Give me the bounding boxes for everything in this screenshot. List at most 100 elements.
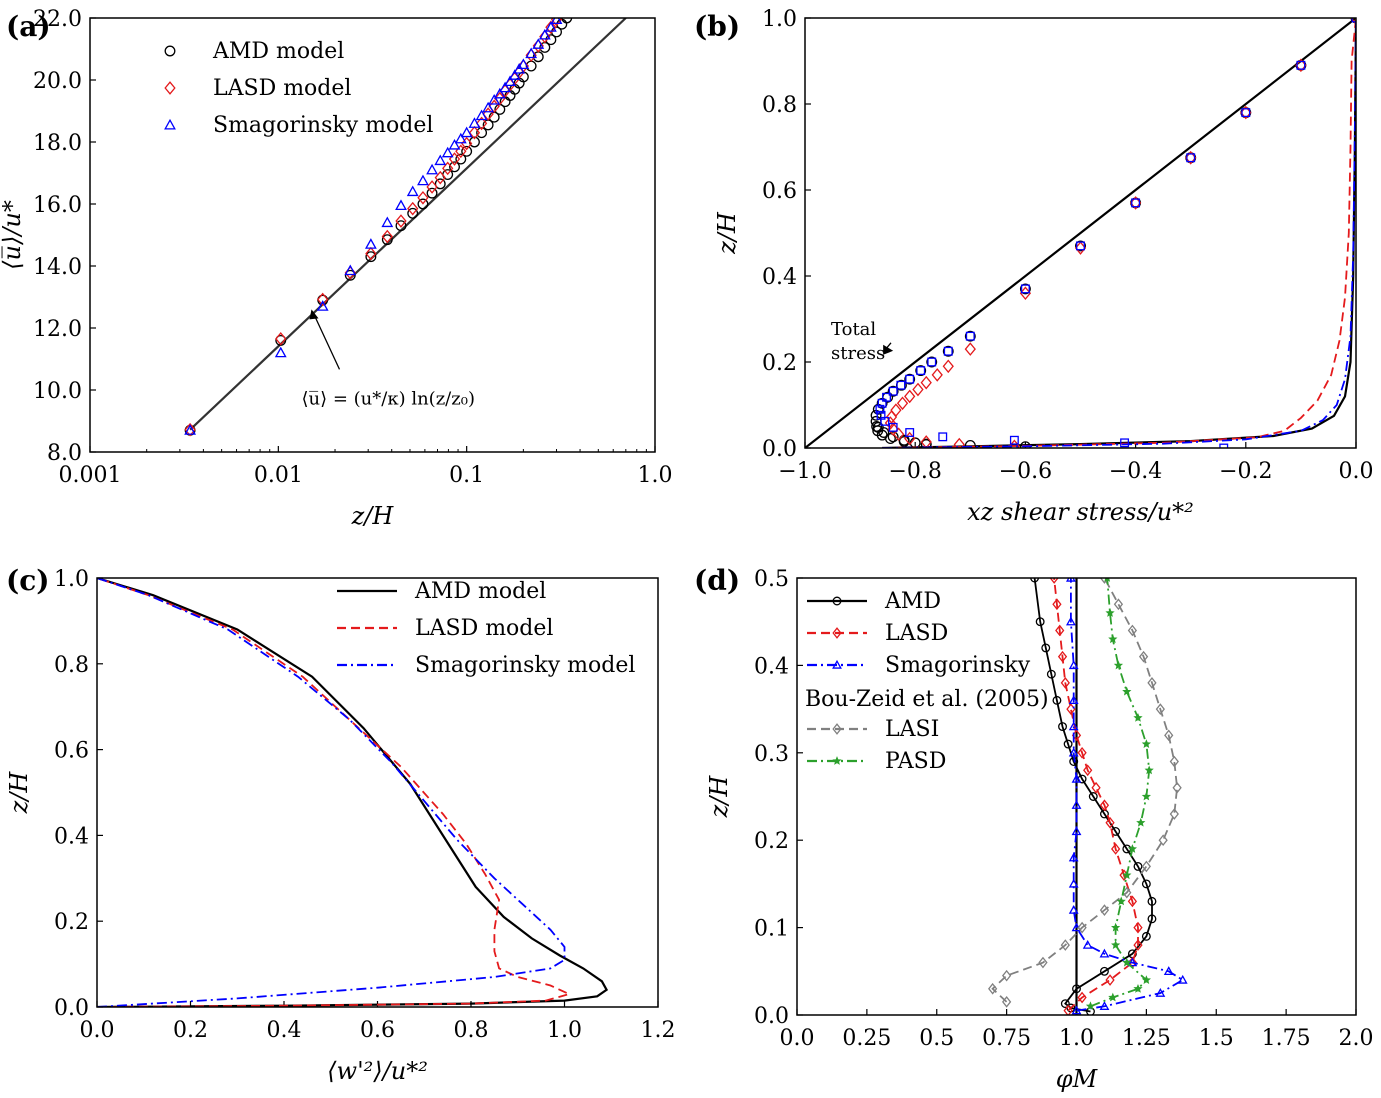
x-tick-label: 0.001: [59, 463, 122, 488]
x-tick-label: 0.4: [267, 1018, 302, 1043]
axes-frame: [96, 577, 659, 1008]
series-line: [1053, 578, 1139, 1012]
data-point: [1172, 781, 1182, 794]
data-point: [275, 332, 287, 346]
y-tick-label: 1.0: [762, 7, 797, 32]
data-point: [1071, 826, 1082, 836]
series-line: [97, 578, 609, 1007]
data-point: [449, 161, 460, 173]
data-point: [1111, 843, 1121, 855]
legend-marker: [164, 45, 176, 57]
y-tick-label: 0.6: [54, 739, 89, 764]
data-point: [896, 396, 909, 411]
data-point: [395, 220, 407, 232]
series-0: [184, 1, 581, 436]
panel-letter: (b): [694, 10, 740, 43]
data-point: [1083, 764, 1093, 777]
data-point: [1068, 878, 1079, 888]
y-tick-label: 0.2: [54, 910, 89, 935]
data-point: [1076, 241, 1085, 251]
annotation-text: ⟨u̅⟩ = (u*/κ) ln(z/z₀): [301, 388, 474, 409]
x-tick-label: 1.5: [1199, 1026, 1234, 1051]
y-tick-label: 14.0: [33, 255, 82, 280]
x-tick-label: −0.2: [1219, 459, 1272, 484]
data-point: [344, 269, 356, 281]
data-point: [1055, 624, 1065, 637]
data-point: [1099, 948, 1110, 958]
data-point: [1075, 240, 1086, 252]
y-tick-label: 12.0: [33, 317, 82, 342]
data-point: [1066, 578, 1076, 582]
x-tick-label: 2.0: [1339, 1026, 1374, 1051]
data-point: [888, 422, 898, 432]
data-point: [395, 214, 407, 228]
data-point: [454, 132, 467, 144]
y-tick-label: 0.5: [754, 567, 789, 592]
data-point: [426, 180, 438, 194]
data-point: [1001, 996, 1012, 1008]
data-point: [1049, 578, 1059, 584]
data-point: [1141, 975, 1151, 984]
annotation-arrowhead: [309, 309, 319, 320]
chart-panel-0: (a) 0.001 0.01 0.1 1.0 8.0 10.0 12.0 14.0 16.0 18.…: [0, 1, 673, 530]
data-point: [1163, 966, 1174, 975]
data-point: [1088, 792, 1098, 801]
x-tick-label: 1.25: [1122, 1026, 1171, 1051]
data-point: [871, 421, 883, 432]
data-point: [1038, 956, 1048, 969]
data-point: [381, 216, 394, 228]
series-5: [882, 18, 1356, 448]
data-point: [1068, 852, 1079, 862]
series-6: [875, 18, 1356, 448]
series-line: [805, 18, 1356, 448]
data-point: [872, 425, 884, 437]
y-axis-label: z/H: [713, 211, 741, 255]
axes-frame: [89, 17, 656, 453]
data-point: [544, 21, 557, 32]
data-point: [1108, 634, 1118, 644]
x-axis-label: z/H: [351, 502, 395, 530]
series-0: [805, 18, 1356, 448]
annotation-text: Total: [831, 319, 876, 340]
data-point: [887, 431, 899, 443]
data-point: [964, 342, 976, 356]
data-point: [434, 170, 446, 185]
legend-marker: [832, 627, 842, 639]
data-point: [395, 199, 407, 211]
data-point: [1041, 643, 1051, 653]
legend-marker: [832, 659, 842, 669]
data-point: [1186, 153, 1196, 163]
data-point: [1099, 799, 1110, 812]
data-point: [1177, 974, 1188, 984]
data-point: [1077, 921, 1087, 934]
data-point: [468, 125, 481, 140]
legend-label: PASD: [885, 749, 946, 774]
x-tick-label: 1.0: [1059, 1026, 1094, 1051]
data-point: [407, 207, 419, 219]
legend-marker: [832, 756, 842, 765]
data-point: [1138, 650, 1149, 663]
x-axis-label: ⟨w'²⟩/u*²: [327, 1057, 428, 1085]
data-point: [344, 264, 357, 276]
data-point: [1057, 650, 1068, 663]
y-tick-label: 0.4: [762, 265, 797, 290]
data-point: [1077, 991, 1087, 1004]
data-point: [545, 34, 557, 46]
data-point: [912, 382, 924, 397]
data-point: [316, 300, 329, 311]
x-tick-label: 0.01: [254, 463, 303, 488]
data-point: [888, 386, 898, 396]
data-point: [1113, 598, 1124, 611]
data-point: [965, 331, 975, 341]
x-tick-label: −0.8: [888, 459, 941, 484]
series-line: [882, 18, 1356, 448]
data-point: [1133, 921, 1143, 934]
x-axis-label: φM: [1056, 1065, 1099, 1093]
data-point: [1111, 940, 1121, 949]
data-point: [943, 346, 953, 356]
panel-letter: (c): [6, 564, 50, 597]
data-point: [571, 1, 581, 11]
data-point: [475, 116, 488, 131]
data-point: [1133, 939, 1143, 951]
